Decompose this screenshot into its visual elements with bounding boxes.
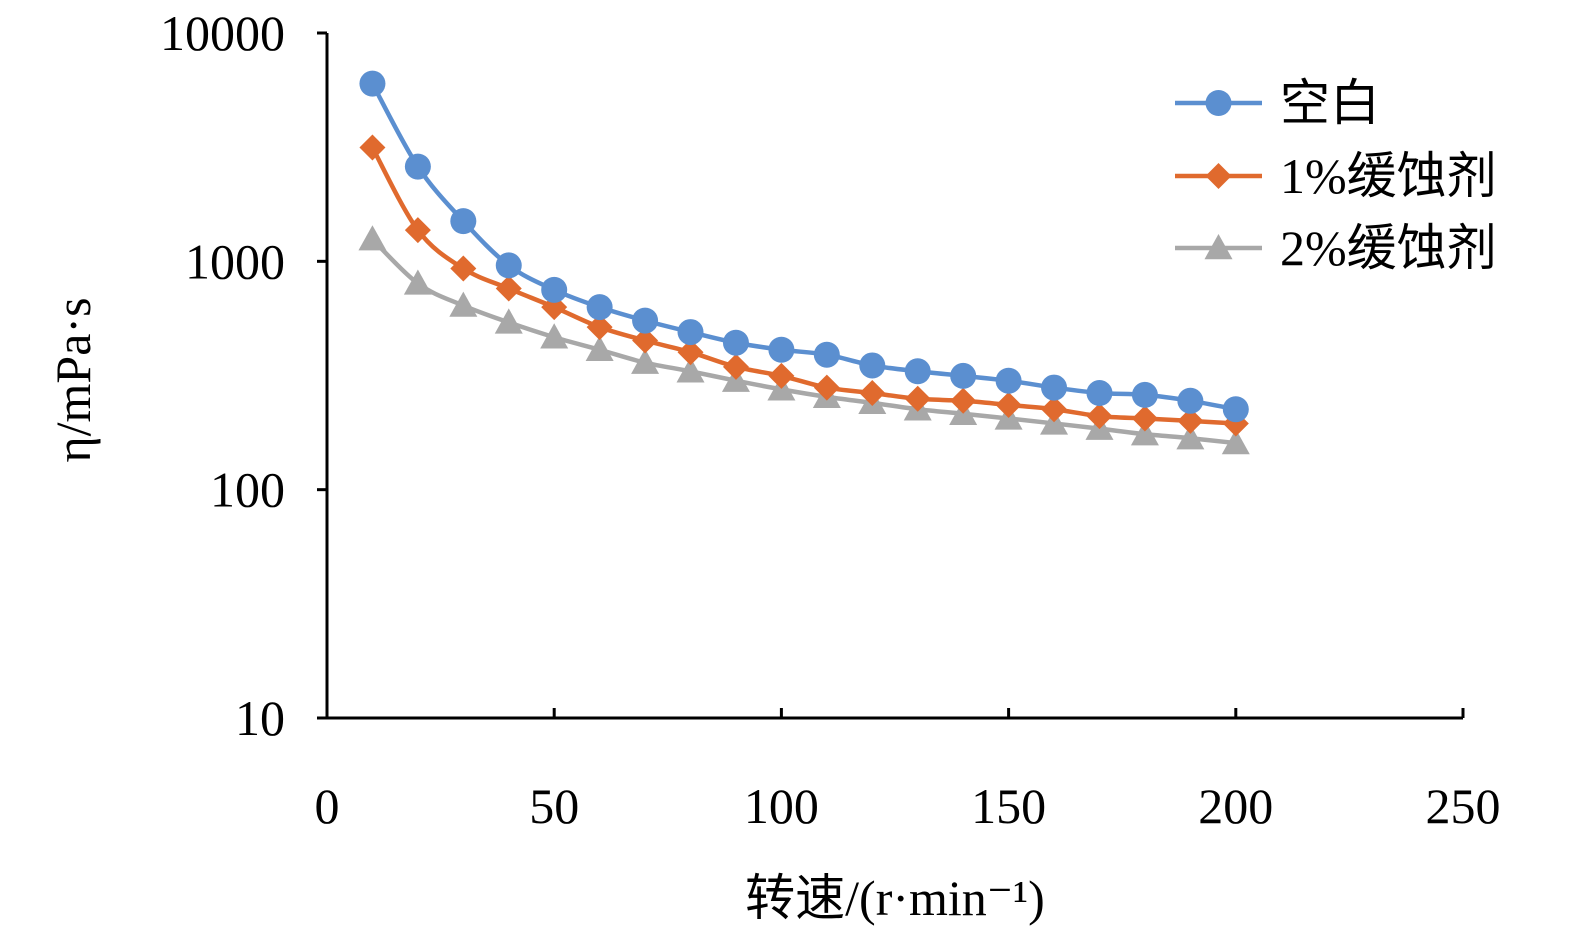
data-point: [540, 323, 569, 349]
data-point: [450, 208, 477, 235]
data-point: [495, 275, 522, 302]
data-point: [1177, 387, 1204, 414]
data-point: [904, 358, 931, 385]
data-point: [677, 339, 704, 366]
series-layer: [358, 70, 1250, 455]
data-point: [449, 291, 478, 317]
data-point: [1176, 424, 1205, 450]
y-tick-label: 10: [235, 690, 285, 746]
legend-swatch-marker: [1205, 163, 1232, 189]
data-point: [404, 217, 431, 244]
data-point: [813, 341, 840, 368]
data-point: [722, 353, 749, 380]
series-line: [370, 82, 1237, 412]
x-tick-label: 200: [1198, 778, 1273, 834]
data-point: [859, 380, 886, 407]
data-point: [632, 307, 659, 334]
data-point: [631, 348, 660, 374]
y-tick-label: 100: [210, 462, 285, 518]
data-point: [586, 314, 613, 341]
data-point: [1177, 407, 1204, 434]
x-tick-label: 250: [1426, 778, 1501, 834]
data-point: [359, 134, 386, 161]
data-point: [494, 308, 523, 334]
x-tick-label: 0: [315, 778, 340, 834]
series-2: [358, 225, 1250, 455]
data-point: [1086, 403, 1113, 430]
data-point: [495, 252, 522, 279]
data-point: [676, 357, 705, 383]
data-point: [585, 335, 614, 361]
axes: 10 100 1000 10000 0 50 100 150 200 250: [160, 5, 1501, 834]
data-point: [950, 387, 977, 414]
data-point: [632, 327, 659, 354]
legend: 空白 1%缓蚀剂 2%缓蚀剂: [1175, 75, 1497, 276]
y-tick-label: 10000: [160, 5, 285, 61]
x-tick-label: 150: [971, 778, 1046, 834]
series-0: [359, 70, 1249, 423]
data-point: [1222, 396, 1249, 423]
data-point: [1131, 405, 1158, 432]
data-point: [950, 362, 977, 389]
data-point: [1041, 396, 1068, 423]
data-point: [1130, 420, 1159, 446]
data-point: [995, 391, 1022, 418]
data-point: [813, 374, 840, 401]
data-point: [450, 255, 477, 282]
data-point: [859, 352, 886, 379]
data-point: [1221, 429, 1250, 455]
x-axis-title: 转速/(r·min⁻¹): [745, 870, 1045, 926]
data-point: [722, 329, 749, 356]
data-point: [541, 276, 568, 303]
legend-item-1: 1%缓蚀剂: [1175, 148, 1497, 204]
data-point: [1086, 380, 1113, 407]
data-point: [403, 269, 432, 295]
legend-swatch-marker: [1205, 90, 1232, 116]
data-point: [1041, 374, 1068, 401]
series-1: [359, 134, 1249, 437]
x-tick-label: 50: [529, 778, 579, 834]
data-point: [768, 336, 795, 363]
data-point: [1131, 381, 1158, 408]
legend-label: 1%缓蚀剂: [1280, 148, 1497, 204]
data-point: [677, 319, 704, 346]
data-point: [768, 362, 795, 389]
data-point: [586, 294, 613, 321]
data-point: [404, 153, 431, 180]
data-point: [358, 225, 387, 251]
x-tick-label: 100: [744, 778, 819, 834]
legend-label: 空白: [1280, 75, 1380, 131]
y-tick-label: 1000: [185, 233, 285, 289]
data-point: [359, 70, 386, 97]
legend-swatch-marker: [1204, 234, 1233, 260]
y-axis-title: η/mPa·s: [45, 297, 101, 462]
data-point: [995, 367, 1022, 394]
legend-item-2: 2%缓蚀剂: [1175, 220, 1497, 276]
legend-item-0: 空白: [1175, 75, 1380, 131]
legend-label: 2%缓蚀剂: [1280, 220, 1497, 276]
data-point: [904, 385, 931, 412]
